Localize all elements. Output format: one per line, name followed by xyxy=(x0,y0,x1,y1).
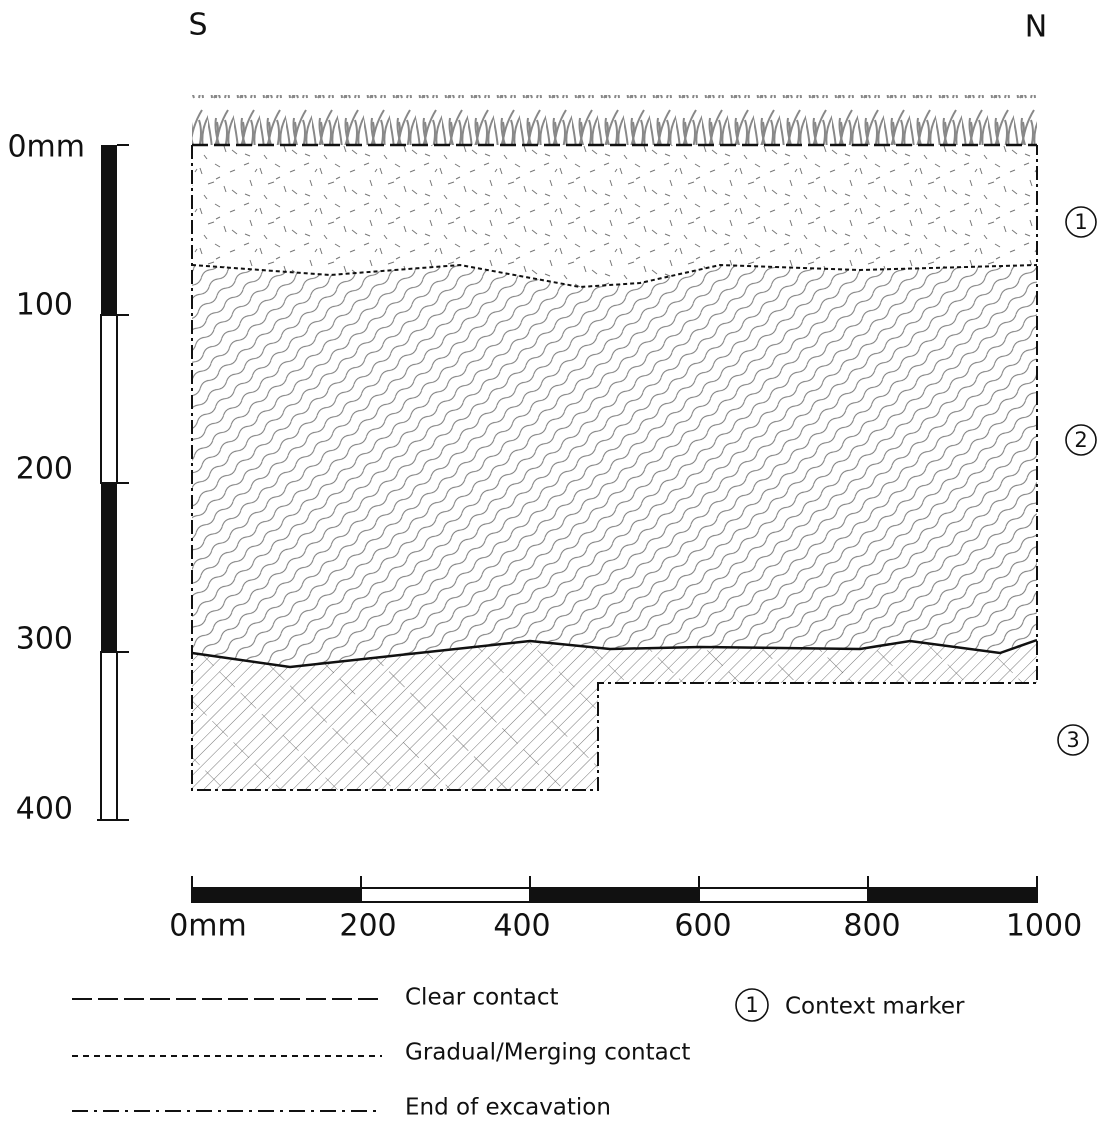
legend-label: End of excavation xyxy=(405,1095,611,1121)
legend-label: Gradual/Merging contact xyxy=(405,1040,690,1066)
scale-label: 400 xyxy=(16,792,73,827)
orientation-label: N xyxy=(1025,10,1047,45)
horizontal-scale: 0mm 200 400 600 800 1000 xyxy=(169,876,1082,944)
gradual-contact xyxy=(191,263,1038,289)
context-markers: 1 2 3 xyxy=(1057,206,1097,756)
scale-segment xyxy=(101,145,117,315)
scale-label: 800 xyxy=(843,909,900,944)
scale-label: 1000 xyxy=(1006,909,1082,944)
scale-label: 0mm xyxy=(169,909,247,944)
context-marker: 3 xyxy=(1066,728,1079,752)
scale-segment xyxy=(530,887,699,903)
scale-label: 600 xyxy=(674,909,731,944)
scale-label: 0mm xyxy=(7,130,85,165)
scale-segment xyxy=(192,887,361,903)
legend-label: Clear contact xyxy=(405,985,559,1011)
scale-segment xyxy=(868,887,1037,903)
orientation-label: S xyxy=(188,8,207,43)
scale-label: 300 xyxy=(16,622,73,657)
marker-circle xyxy=(735,988,769,1022)
scale-segment xyxy=(100,314,118,484)
grass xyxy=(192,95,1037,145)
scale-label: 100 xyxy=(16,288,73,323)
legend-marker: 1 xyxy=(745,993,758,1017)
excavation-limit xyxy=(191,145,1038,791)
scale-segment xyxy=(100,651,118,821)
scale-segment xyxy=(101,483,117,652)
marker-circle xyxy=(1065,206,1097,238)
vertical-scale: 0mm 100 200 300 400 xyxy=(7,130,129,827)
layer-2 xyxy=(192,265,1037,667)
context-marker: 1 xyxy=(1074,210,1087,234)
legend-label: Context marker xyxy=(785,994,965,1020)
marker-circle xyxy=(1065,424,1097,456)
layer-1 xyxy=(192,145,1037,287)
scale-label: 200 xyxy=(16,452,73,487)
layer-3-texture xyxy=(192,640,1037,790)
scale-segment xyxy=(698,887,869,903)
clear-contact xyxy=(191,638,1038,669)
context-marker: 2 xyxy=(1074,428,1087,452)
scale-label: 400 xyxy=(493,909,550,944)
marker-circle xyxy=(1057,724,1089,756)
scale-segment xyxy=(360,887,531,903)
legend: Clear contact Gradual/Merging contact En… xyxy=(72,985,965,1121)
scale-label: 200 xyxy=(339,909,396,944)
